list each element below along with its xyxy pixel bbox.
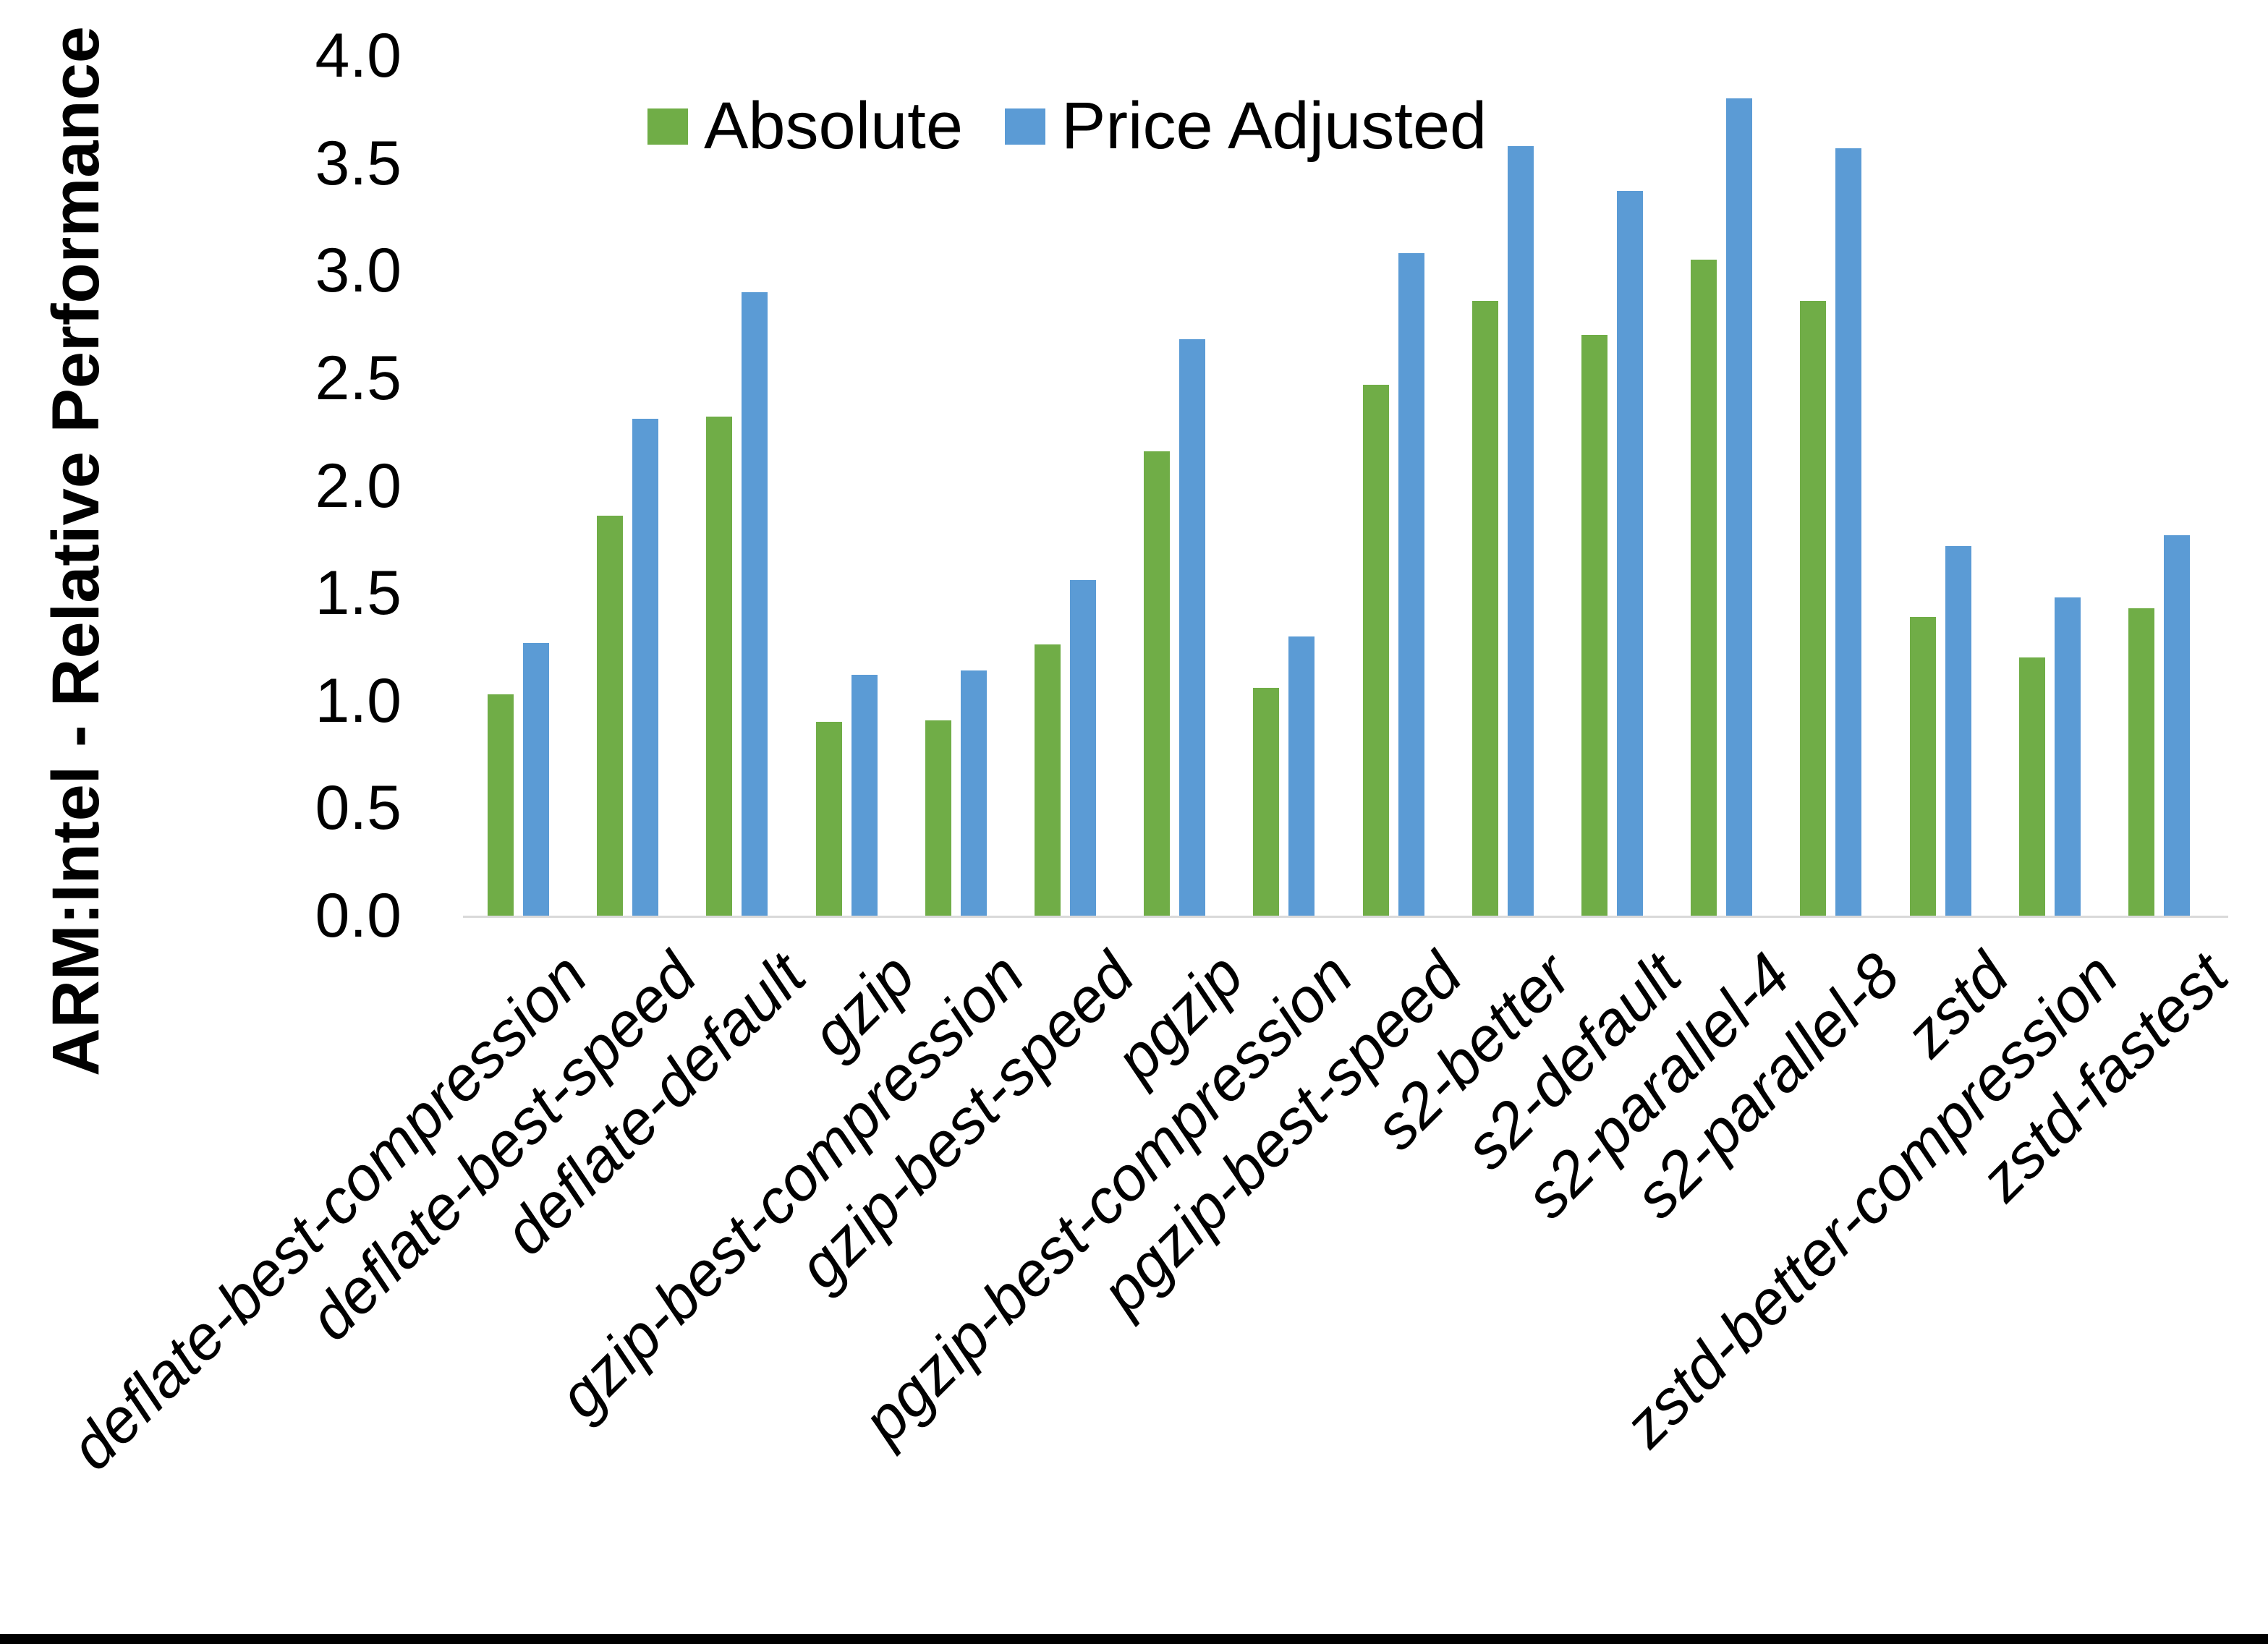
y-tick-label: 3.0 <box>315 236 402 306</box>
bar-absolute-s2-better <box>1471 300 1498 916</box>
legend-swatch-icon <box>647 108 688 145</box>
x-category-label-pgzip: pgzip <box>1102 940 1257 1095</box>
y-tick-label: 0.5 <box>315 773 402 843</box>
y-tick-label: 0.0 <box>315 881 402 950</box>
bar-price-adjusted-s2-default <box>1617 191 1643 916</box>
x-category-label-pgzip-best-compression: pgzip-best-compression <box>849 940 1366 1457</box>
bar-absolute-zstd-better-compression <box>2018 657 2045 916</box>
bar-absolute-gzip <box>815 722 842 916</box>
y-tick-label: 2.0 <box>315 451 402 521</box>
bar-price-adjusted-deflate-best-compression <box>523 642 549 916</box>
legend: Absolute Price Adjusted <box>647 88 1487 164</box>
bar-absolute-gzip-best-speed <box>1035 644 1061 916</box>
bar-price-adjusted-zstd-better-compression <box>2054 597 2081 916</box>
y-tick-label: 1.5 <box>315 558 402 629</box>
bar-absolute-s2-parallel-4 <box>1691 260 1717 916</box>
bar-absolute-deflate-best-speed <box>597 516 624 916</box>
bar-price-adjusted-gzip-best-compression <box>960 670 987 916</box>
bar-absolute-s2-default <box>1581 335 1607 916</box>
bar-price-adjusted-pgzip <box>1179 339 1206 916</box>
legend-label: Absolute <box>704 89 964 163</box>
x-category-label-s2-parallel-8: s2-parallel-8 <box>1621 940 1913 1232</box>
x-category-label-s2-better: s2-better <box>1362 940 1585 1163</box>
legend-item-price-adjusted: Price Adjusted <box>1005 88 1487 164</box>
legend-swatch-icon <box>1005 108 1046 145</box>
x-category-label-zstd-fastest: zstd-fastest <box>1966 940 2241 1214</box>
y-tick-label: 2.5 <box>315 343 402 413</box>
x-category-label-gzip: gzip <box>798 940 928 1070</box>
bar-price-adjusted-gzip-best-speed <box>1070 580 1096 916</box>
y-tick-label: 3.5 <box>315 128 402 198</box>
x-category-label-zstd: zstd <box>1892 940 2022 1070</box>
x-category-label-pgzip-best-speed: pgzip-best-speed <box>1088 940 1475 1327</box>
legend-item-absolute: Absolute <box>647 88 963 164</box>
x-category-label-s2-parallel-4: s2-parallel-4 <box>1512 940 1804 1232</box>
bar-absolute-zstd-fastest <box>2128 608 2154 916</box>
x-category-label-deflate-best-speed: deflate-best-speed <box>295 940 710 1354</box>
bar-price-adjusted-deflate-default <box>742 291 768 916</box>
bar-price-adjusted-s2-parallel-8 <box>1835 148 1862 916</box>
y-tick-label: 1.0 <box>315 665 402 736</box>
bar-absolute-deflate-best-compression <box>488 694 514 916</box>
x-category-label-zstd-better-compression: zstd-better-compression <box>1611 940 2132 1461</box>
bar-absolute-deflate-default <box>706 417 733 916</box>
bar-absolute-zstd <box>1909 616 1936 916</box>
x-category-label-gzip-best-compression: gzip-best-compression <box>545 940 1038 1432</box>
bar-absolute-gzip-best-compression <box>925 720 951 916</box>
bar-price-adjusted-deflate-best-speed <box>632 419 659 916</box>
bar-price-adjusted-zstd-fastest <box>2164 534 2190 916</box>
bar-absolute-pgzip-best-speed <box>1362 384 1389 916</box>
legend-label: Price Adjusted <box>1061 89 1487 163</box>
bar-price-adjusted-pgzip-best-compression <box>1288 636 1315 916</box>
bar-price-adjusted-s2-better <box>1507 145 1534 916</box>
x-category-label-deflate-default: deflate-default <box>490 940 819 1269</box>
bar-absolute-pgzip-best-compression <box>1253 687 1280 916</box>
bottom-border-bar <box>0 1634 2268 1644</box>
x-category-label-gzip-best-speed: gzip-best-speed <box>784 940 1147 1303</box>
bar-absolute-pgzip <box>1144 451 1171 916</box>
bar-price-adjusted-s2-parallel-4 <box>1726 98 1753 916</box>
bar-price-adjusted-gzip <box>851 675 878 916</box>
bar-price-adjusted-pgzip-best-speed <box>1398 253 1424 916</box>
plot-area <box>463 56 2228 918</box>
y-tick-label: 4.0 <box>315 21 402 90</box>
bar-price-adjusted-zstd <box>1945 545 1971 916</box>
x-category-label-s2-default: s2-default <box>1451 940 1694 1183</box>
bar-absolute-s2-parallel-8 <box>1800 300 1827 916</box>
